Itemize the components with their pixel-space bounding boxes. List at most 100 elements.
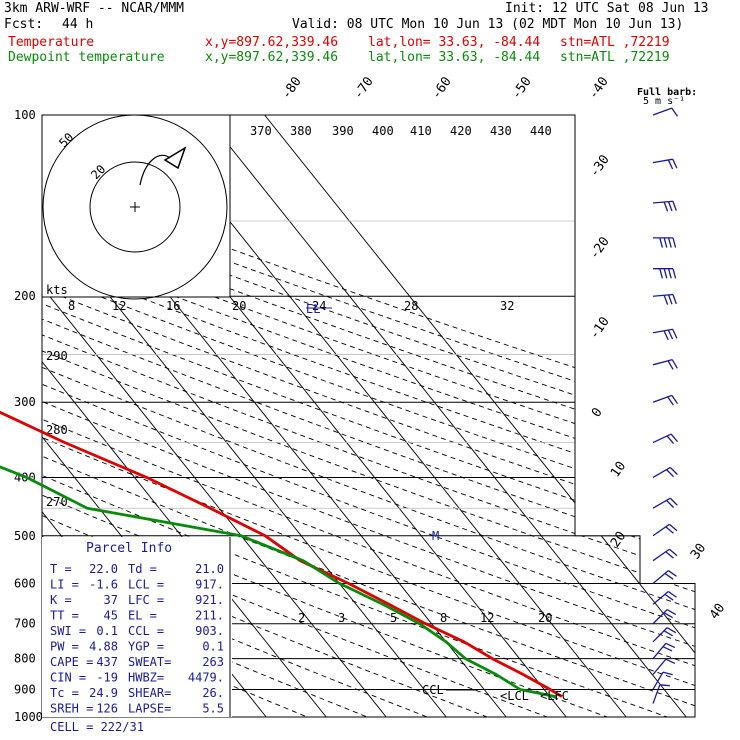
isotherm-line: [264, 115, 695, 717]
parcel-label: EL =: [128, 609, 157, 623]
wind-barb-flag: [663, 612, 674, 619]
wind-barb-flag: [666, 435, 675, 445]
dry-adiabat: [42, 115, 368, 717]
pressure-tick-label: 800: [14, 652, 36, 666]
isotherm-label: -10: [587, 314, 613, 342]
hodograph-speed-label: 16: [166, 299, 180, 313]
parcel-label: SREH =: [50, 702, 93, 716]
wind-barb-flag: [659, 684, 670, 687]
parcel-label: SWEAT=: [128, 655, 171, 669]
theta-label: 430: [490, 124, 512, 138]
parcel-value: 5.5: [202, 702, 224, 716]
wind-barb-staff: [652, 523, 670, 537]
wind-barb-flag: [659, 268, 664, 279]
wind-barb-flag: [667, 360, 674, 370]
wind-barb-flag: [667, 396, 674, 406]
isotherm-label: -70: [351, 74, 377, 102]
parcel-value: 4479.: [188, 671, 224, 685]
hodograph-speed-label: 20: [232, 299, 246, 313]
wind-barb-flag: [667, 268, 672, 279]
isotherm-label: 40: [707, 601, 728, 622]
theta-label: 400: [372, 124, 394, 138]
wind-barb-flag: [666, 499, 675, 508]
dewpoint-profile: [0, 465, 557, 698]
wind-barb-staff: [652, 627, 668, 643]
mixing-ratio-label: 20: [538, 611, 552, 625]
hodograph-storm-arrow: [163, 146, 187, 170]
parcel-label: LCL =: [128, 578, 164, 592]
parcel-value: 917.: [195, 578, 224, 592]
parcel-cell: CELL = 222/31: [50, 720, 144, 734]
mixing-ratio-label: 8: [440, 611, 447, 625]
parcel-value: 45: [104, 609, 118, 623]
wind-barb-flag: [667, 590, 677, 598]
pressure-tick-label: 700: [14, 617, 36, 631]
wind-barb-staff: [652, 328, 673, 334]
wind-barb-staff: [652, 570, 669, 584]
wind-barb-flag: [672, 294, 677, 305]
parcel-label: YGP =: [128, 640, 164, 654]
lcl-marker: <LCL: [500, 689, 529, 703]
wind-barb-flag: [665, 551, 674, 559]
theta-left-label: 270: [46, 495, 68, 509]
wind-barb-flag: [671, 395, 679, 404]
isotherm-label: 10: [608, 459, 629, 480]
parcel-value: 4.88: [89, 640, 118, 654]
parcel-label: Td =: [128, 562, 157, 576]
wind-barb-staff: [652, 394, 673, 403]
temperature-xy: x,y=897.62,339.46: [205, 35, 339, 50]
wind-barb-flag: [667, 294, 673, 305]
wind-barb-flag: [669, 466, 678, 475]
wind-barb-staff: [652, 359, 673, 366]
wind-barb-flag: [666, 609, 677, 616]
forecast-hour: 44 h: [62, 17, 94, 32]
el-marker: EL: [306, 302, 320, 316]
parcel-label: CCL =: [128, 624, 164, 638]
barb-legend-unit: 5 m s⁻¹: [643, 96, 685, 107]
wind-barb-flag: [663, 237, 668, 248]
wind-barb-staff: [652, 293, 673, 297]
hodograph-speed-label: 12: [112, 299, 126, 313]
hodograph-ring-inner: [89, 161, 181, 253]
dewpoint-station: stn=ATL ,72219: [560, 50, 670, 65]
isotherm-label: -50: [509, 74, 535, 102]
isotherm-label: 20: [608, 529, 629, 550]
wind-barb-flag: [667, 159, 674, 170]
theta-left-label: 280: [46, 423, 68, 437]
pressure-tick-label: 1000: [14, 710, 43, 724]
hodograph-trace: [139, 154, 171, 186]
theta-label: 370: [250, 124, 272, 138]
theta-label: 390: [332, 124, 354, 138]
wind-barb-staff: [652, 433, 672, 444]
mixing-ratio-label: 5: [390, 611, 397, 625]
parcel-value: 21.0: [195, 562, 224, 576]
hodograph-speed-label: 8: [68, 299, 75, 313]
wind-barb-flag: [672, 237, 677, 248]
parcel-label: LI =: [50, 578, 79, 592]
wind-barb-flag: [664, 572, 674, 580]
temperature-station: stn=ATL ,72219: [560, 35, 670, 50]
parcel-label: SHEAR=: [128, 686, 171, 700]
wind-barb-staff: [652, 642, 667, 660]
parcel-value: 22.0: [89, 562, 118, 576]
parcel-label: HWBZ=: [128, 671, 164, 685]
wind-barb-flag: [666, 469, 675, 478]
wind-barb-flag: [667, 237, 672, 248]
isotherm-line: [42, 115, 387, 717]
wind-barb-flag: [667, 329, 674, 340]
wind-barb-flag: [665, 642, 676, 649]
wind-barb-staff: [652, 609, 668, 625]
wind-barb-staff: [652, 497, 671, 509]
pressure-tick-label: 900: [14, 682, 36, 696]
wind-barb-flag: [671, 359, 678, 369]
parcel-value: 24.9: [89, 686, 118, 700]
wind-barb-flag: [663, 330, 669, 341]
wind-barb-flag: [668, 523, 678, 532]
parcel-label: CAPE =: [50, 655, 93, 669]
hodograph-ring-outer: [42, 114, 228, 300]
parcel-value: 0.1: [96, 624, 118, 638]
pressure-tick-label: 300: [14, 395, 36, 409]
wind-barb-staff: [652, 200, 673, 204]
theta-label: 420: [450, 124, 472, 138]
isotherm-label: 30: [688, 541, 709, 562]
